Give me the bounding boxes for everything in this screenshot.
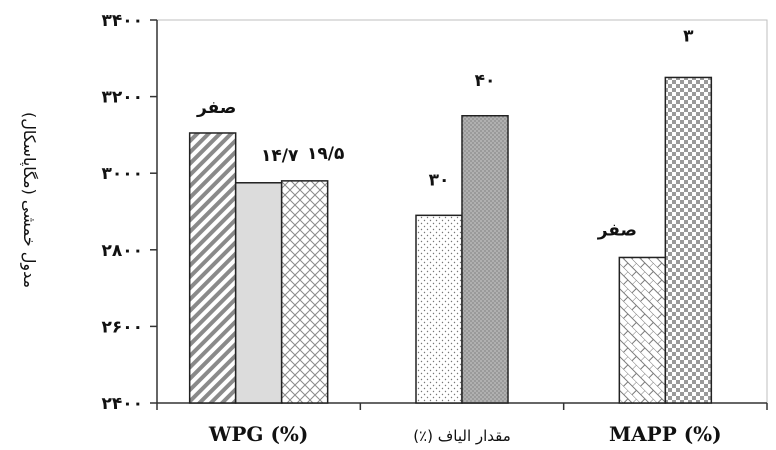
bar xyxy=(280,180,329,404)
bar-labels: صفر ۱۴/۷ ۱۹/۵ ۳۰ ۴۰ صفر ۳ xyxy=(196,26,694,240)
category-labels: WPG (%) مقدار الیاف (٪) MAPP (%) xyxy=(208,422,722,446)
bar-value-label: صفر xyxy=(196,98,236,118)
y-tick-label: ۳۰۰۰ xyxy=(101,164,143,184)
bar-value-label: ۱۹/۵ xyxy=(307,144,344,164)
y-tick-label: ۲۸۰۰ xyxy=(101,241,143,261)
y-tick-label: ۳۴۰۰ xyxy=(101,11,143,31)
plot-area: ۲۴۰۰ ۲۶۰۰ ۲۸۰۰ ۳۰۰۰ ۳۲۰۰ ۳۴۰۰ صفر ۱۴/۷ ۱۹/۵ ۳۰ ۴۰… xyxy=(101,11,768,446)
bar-value-label: ۳۰ xyxy=(429,170,450,190)
x-axis xyxy=(156,402,768,410)
bar-value-label: ۱۴/۷ xyxy=(261,146,299,166)
bar xyxy=(234,182,283,404)
y-tick-label: ۲۴۰۰ xyxy=(101,394,143,414)
category-label: WPG (%) xyxy=(208,422,308,446)
bar xyxy=(415,214,463,404)
bar xyxy=(461,115,509,404)
y-tick-label: ۳۲۰۰ xyxy=(101,88,143,108)
bar xyxy=(188,132,237,404)
bar-value-label: ۴۰ xyxy=(475,71,496,91)
y-axis-label: مدول خمشی (مگاپاسکال) xyxy=(19,112,39,288)
bar-value-label: صفر xyxy=(597,220,637,240)
category-label: MAPP (%) xyxy=(609,422,722,446)
y-tick-label: ۲۶۰۰ xyxy=(101,317,143,337)
category-label: مقدار الیاف (٪) xyxy=(413,427,511,445)
bar xyxy=(618,256,667,404)
bars xyxy=(188,76,713,404)
bar xyxy=(664,76,713,404)
bar-value-label: ۳ xyxy=(683,26,694,46)
y-axis: ۲۴۰۰ ۲۶۰۰ ۲۸۰۰ ۳۰۰۰ ۳۲۰۰ ۳۴۰۰ xyxy=(101,11,158,414)
